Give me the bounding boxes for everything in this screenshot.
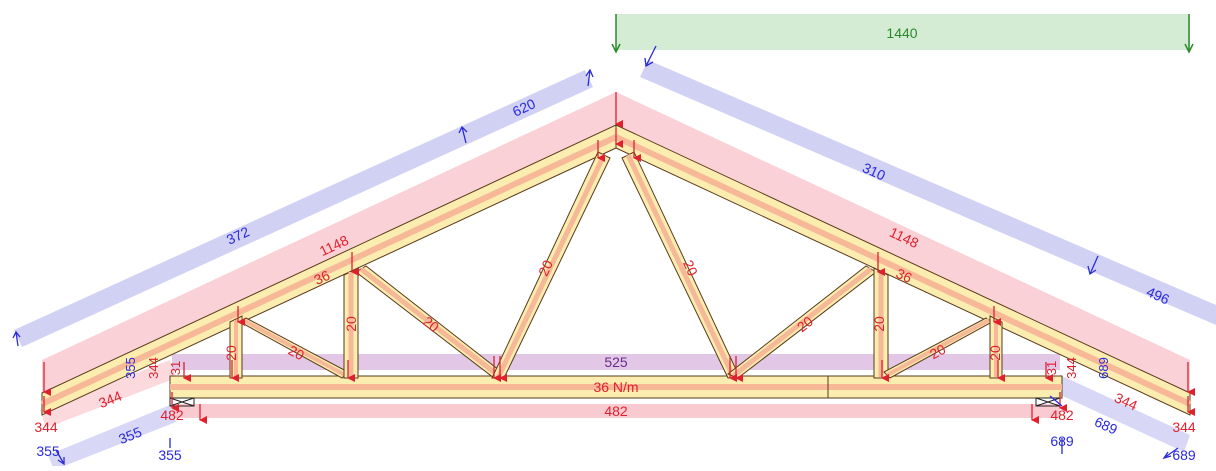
label-right-overhang-1: 689 bbox=[1096, 357, 1111, 379]
label-right-chord-member: 36 bbox=[894, 265, 915, 286]
right-wind-band bbox=[640, 60, 1216, 325]
label-right-overhang-2: 344 bbox=[1064, 357, 1079, 379]
label-bottom-reaction: 482 bbox=[604, 403, 628, 419]
label-left-support: 482 bbox=[160, 407, 184, 423]
blue-load-arrows bbox=[12, 45, 1179, 466]
label-right-overhang-3: 31 bbox=[1044, 361, 1059, 375]
left-overhang-band bbox=[40, 360, 176, 428]
label-left-overhang-5: 344 bbox=[34, 419, 58, 435]
right-overhang-band bbox=[1054, 375, 1190, 452]
label-right-support: 482 bbox=[1050, 407, 1074, 423]
label-web-9: 20 bbox=[927, 341, 948, 363]
left-lower-blue-band bbox=[48, 405, 176, 470]
label-web-1: 20 bbox=[223, 345, 239, 361]
label-web-6: 20 bbox=[680, 257, 701, 278]
red-load-arrows bbox=[43, 92, 1195, 424]
label-left-overhang-8: 355 bbox=[158, 447, 182, 463]
label-web-10: 20 bbox=[987, 345, 1003, 361]
left-wind-band bbox=[14, 70, 593, 347]
label-left-chord-member: 36 bbox=[311, 267, 332, 288]
label-left-overhang-2: 344 bbox=[146, 357, 161, 379]
label-left-overhang-6: 355 bbox=[36, 443, 60, 459]
bottom-reaction-band bbox=[172, 404, 1060, 418]
label-right-overhang-8: 689 bbox=[1172, 447, 1196, 463]
label-left-overhang-1: 355 bbox=[123, 357, 138, 379]
truss-members bbox=[40, 124, 1192, 416]
label-right-overhang-5: 344 bbox=[1172, 419, 1196, 435]
bottom-tension-band bbox=[172, 354, 1060, 370]
top-load-band bbox=[616, 14, 1190, 50]
label-web-3: 20 bbox=[343, 316, 359, 332]
label-bottom-band: 525 bbox=[604, 354, 628, 370]
label-web-5: 20 bbox=[535, 257, 556, 278]
label-left-overhang-3: 31 bbox=[168, 361, 183, 375]
label-right-overhang-7: 689 bbox=[1050, 433, 1074, 449]
label-top-load: 1440 bbox=[886, 25, 917, 41]
label-bottom-chord: 36 N/m bbox=[593, 379, 638, 395]
label-web-8: 20 bbox=[871, 316, 887, 332]
label-web-2: 20 bbox=[286, 342, 307, 364]
